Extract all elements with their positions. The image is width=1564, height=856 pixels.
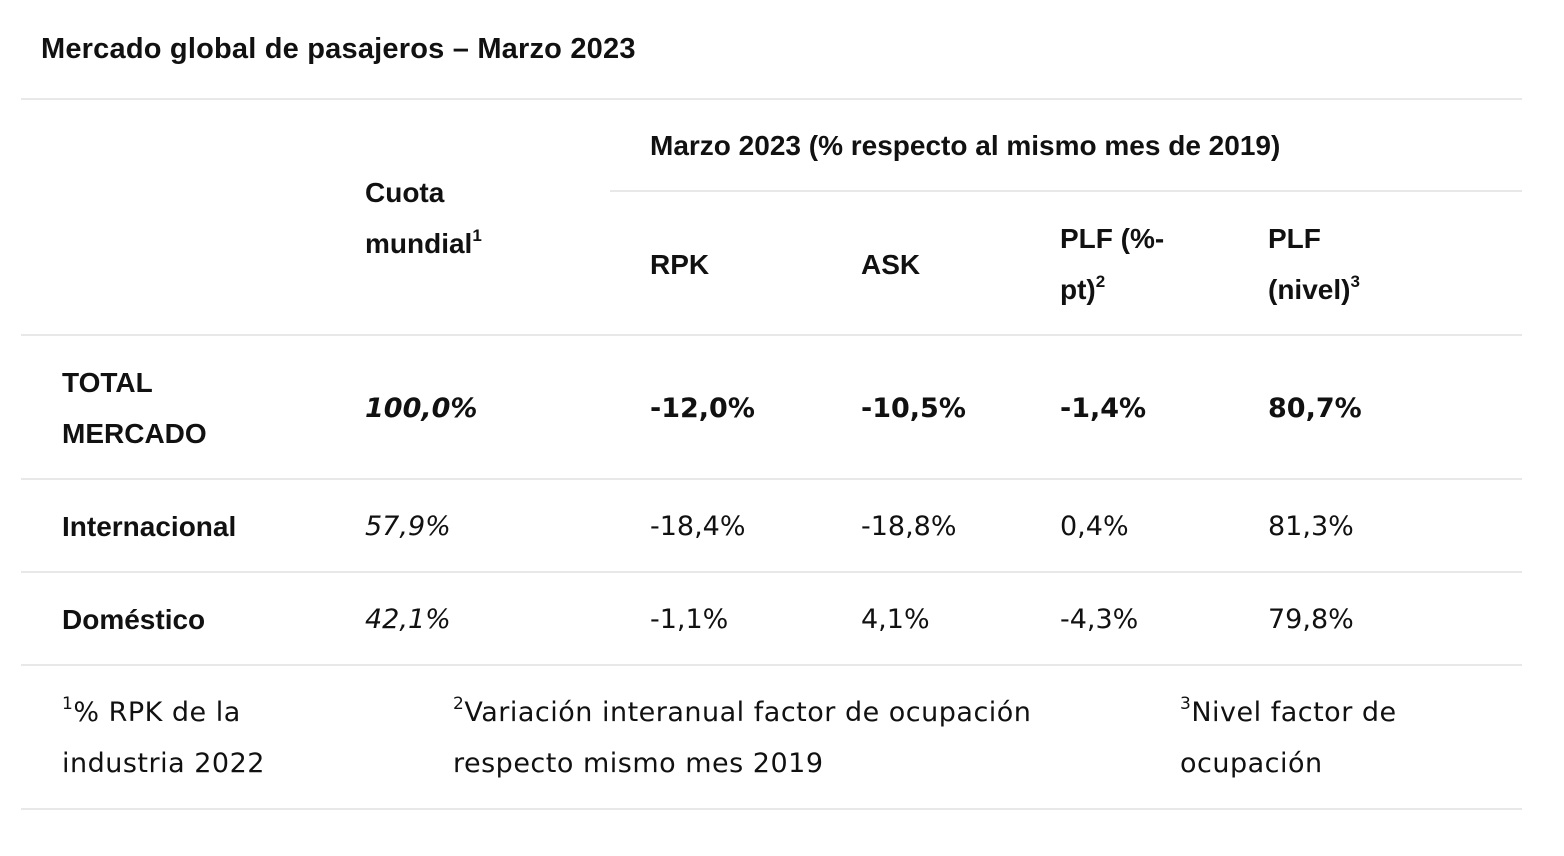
row-domestic-ask: 4,1%: [861, 604, 930, 635]
row-international-plf-pt: 0,4%: [1060, 511, 1129, 542]
row-international-share: 57,9%: [365, 511, 451, 542]
header-world-share-line2: mundial: [365, 228, 473, 259]
row-total-rpk: -12,0%: [650, 393, 755, 424]
footnote-2-line2: respecto mismo mes 2019: [453, 748, 824, 779]
divider-row-3: [21, 664, 1522, 666]
row-total-label: TOTAL MERCADO: [62, 357, 207, 459]
footnote-2-sup: 2: [453, 694, 465, 715]
divider-row-2: [21, 571, 1522, 573]
footnote-2: 2Variación interanual factor de ocupació…: [453, 687, 1031, 789]
row-total-label-line2: MERCADO: [62, 418, 207, 449]
header-world-share-line1: Cuota: [365, 177, 445, 208]
row-domestic-share: 42,1%: [365, 604, 451, 635]
header-plf-level-sup: 3: [1350, 272, 1360, 292]
footnote-3-sup: 3: [1180, 694, 1192, 715]
divider-footnotes: [21, 808, 1522, 810]
row-domestic-rpk: -1,1%: [650, 604, 729, 635]
header-ask: ASK: [861, 249, 921, 280]
header-plf-pt-line2: pt): [1060, 274, 1096, 305]
divider-top: [21, 98, 1522, 100]
row-total-label-line1: TOTAL: [62, 367, 153, 398]
footnote-3-line1: Nivel factor de: [1191, 697, 1397, 728]
header-rpk: RPK: [650, 249, 710, 280]
footnote-2-line1: Variación interanual factor de ocupación: [464, 697, 1032, 728]
row-total-plf-pt: -1,4%: [1060, 393, 1147, 424]
row-international-label: Internacional: [62, 511, 237, 542]
row-domestic-plf-pt: -4,3%: [1060, 604, 1139, 635]
header-plf-level: PLF (nivel)3: [1268, 213, 1360, 315]
table-title: Mercado global de pasajeros – Marzo 2023: [41, 33, 636, 65]
row-international-plf-level: 81,3%: [1268, 511, 1354, 542]
divider-group-header: [610, 190, 1522, 192]
footnote-3: 3Nivel factor de ocupación: [1180, 687, 1397, 789]
footnote-3-line2: ocupación: [1180, 748, 1323, 779]
divider-header-bottom: [21, 334, 1522, 336]
row-international-ask: -18,8%: [861, 511, 957, 542]
row-international-rpk: -18,4%: [650, 511, 746, 542]
header-plf-level-line2: (nivel): [1268, 274, 1351, 305]
row-domestic-label: Doméstico: [62, 604, 206, 635]
header-world-share-sup: 1: [472, 226, 482, 246]
group-header: Marzo 2023 (% respecto al mismo mes de 2…: [650, 120, 1280, 171]
row-total-ask: -10,5%: [861, 393, 966, 424]
footnote-1: 1% RPK de la industria 2022: [62, 687, 265, 789]
header-plf-pt: PLF (%- pt)2: [1060, 213, 1164, 315]
header-plf-pt-sup: 2: [1095, 272, 1106, 292]
divider-row-1: [21, 478, 1522, 480]
row-domestic-plf-level: 79,8%: [1268, 604, 1354, 635]
group-header-label: Marzo 2023 (% respecto al mismo mes de 2…: [650, 130, 1281, 161]
row-total-share: 100,0%: [365, 393, 478, 424]
header-plf-pt-line1: PLF (%-: [1060, 223, 1165, 254]
footnote-1-sup: 1: [62, 694, 74, 715]
footnote-1-line2: industria 2022: [62, 748, 265, 779]
footnote-1-line1: % RPK de la: [73, 697, 241, 728]
row-total-plf-level: 80,7%: [1268, 393, 1362, 424]
header-world-share: Cuota mundial1: [365, 167, 482, 269]
header-plf-level-line1: PLF: [1268, 223, 1321, 254]
